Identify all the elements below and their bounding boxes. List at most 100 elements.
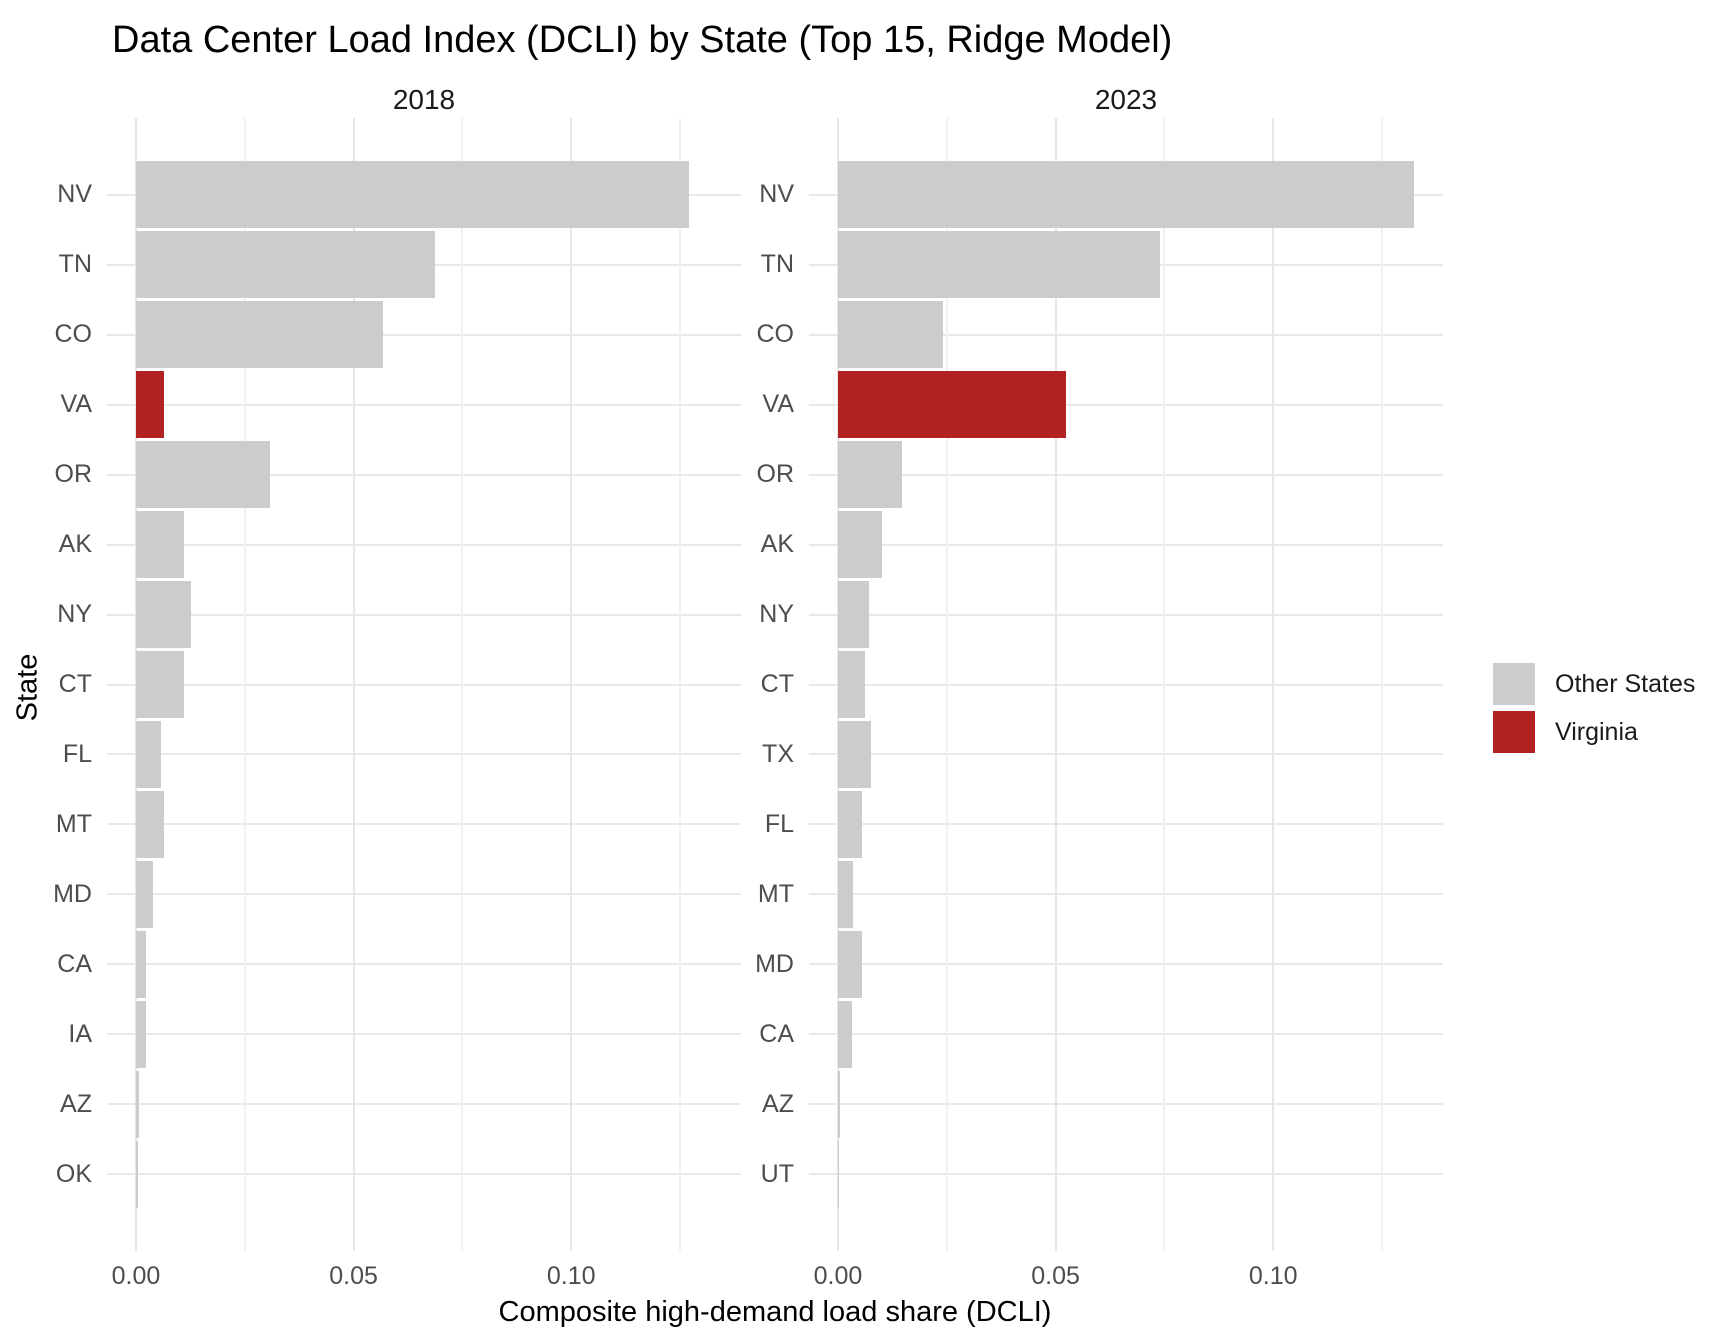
gridline-row-NY bbox=[809, 613, 1443, 616]
bar-2023-UT bbox=[838, 1140, 839, 1208]
bar-2018-CO bbox=[136, 301, 383, 369]
y-label-2023-NY: NY bbox=[759, 600, 794, 629]
gridline-row-AZ bbox=[107, 1103, 741, 1106]
y-label-2018-NY: NY bbox=[57, 600, 92, 629]
gridline-row-IA bbox=[107, 1033, 741, 1036]
y-label-2018-OR: OR bbox=[54, 460, 93, 489]
bar-2018-MT bbox=[136, 790, 164, 858]
bar-2018-AZ bbox=[136, 1070, 139, 1138]
gridline-row-CO bbox=[107, 333, 741, 336]
legend-swatch-other-states bbox=[1493, 663, 1535, 705]
gridline-minor-0.025 bbox=[945, 118, 948, 1251]
bar-2018-CA bbox=[136, 930, 146, 998]
gridline-major-0.1 bbox=[1272, 118, 1275, 1251]
bar-2018-CT bbox=[136, 651, 184, 718]
bar-2023-MD bbox=[838, 930, 862, 998]
y-label-2018-FL: FL bbox=[62, 739, 92, 768]
gridline-major-0.05 bbox=[1054, 118, 1057, 1251]
gridline-row-VA bbox=[809, 403, 1443, 406]
panel-2018 bbox=[107, 118, 741, 1251]
y-label-2018-TN: TN bbox=[58, 250, 92, 279]
bar-2018-NV bbox=[136, 161, 689, 229]
x-tick-2023-0.00: 0.00 bbox=[813, 1262, 863, 1290]
bar-2023-AK bbox=[838, 511, 882, 579]
gridline-minor-0.075 bbox=[1163, 118, 1166, 1251]
gridline-row-OR bbox=[809, 473, 1443, 476]
gridline-major-0.1 bbox=[570, 118, 573, 1251]
y-label-2023-AK: AK bbox=[760, 530, 794, 559]
bar-2023-NV bbox=[838, 161, 1414, 229]
y-label-2023-CO: CO bbox=[756, 320, 795, 349]
gridline-row-FL bbox=[809, 823, 1443, 826]
gridline-row-MD bbox=[107, 893, 741, 896]
gridline-row-TX bbox=[809, 753, 1443, 756]
gridline-row-NY bbox=[107, 613, 741, 616]
y-label-2023-CT: CT bbox=[760, 670, 794, 698]
x-tick-2018-0.00: 0.00 bbox=[111, 1262, 161, 1290]
bar-2023-TN bbox=[838, 231, 1160, 299]
gridline-minor-0.125 bbox=[679, 118, 681, 1251]
gridline-minor-0.125 bbox=[1381, 118, 1383, 1251]
gridline-row-UT bbox=[809, 1173, 1443, 1176]
panel-2023 bbox=[809, 118, 1443, 1251]
y-label-2018-VA: VA bbox=[60, 390, 93, 419]
y-label-2023-AZ: AZ bbox=[762, 1089, 794, 1118]
bar-2018-OK bbox=[136, 1140, 138, 1208]
y-label-2018-CA: CA bbox=[57, 949, 92, 978]
gridline-row-CA bbox=[107, 963, 741, 966]
legend: Other States Virginia bbox=[1493, 663, 1695, 759]
x-tick-2018-0.05: 0.05 bbox=[329, 1262, 378, 1290]
facet-label-2018: 2018 bbox=[392, 84, 456, 115]
gridline-row-AZ bbox=[809, 1103, 1443, 1106]
bar-2023-CT bbox=[838, 651, 865, 718]
legend-item-virginia: Virginia bbox=[1493, 711, 1695, 753]
bar-2018-NY bbox=[136, 581, 191, 649]
bar-2023-CO bbox=[838, 301, 943, 369]
bar-2018-FL bbox=[136, 720, 161, 788]
bar-2018-VA bbox=[136, 371, 164, 439]
y-label-2023-FL: FL bbox=[764, 809, 794, 838]
facet-label-2023: 2023 bbox=[1094, 84, 1158, 115]
gridline-row-MT bbox=[809, 893, 1443, 896]
bar-2018-AK bbox=[136, 511, 184, 579]
x-tick-2018-0.10: 0.10 bbox=[546, 1262, 596, 1290]
bar-2018-TN bbox=[136, 231, 435, 299]
y-label-2018-NV: NV bbox=[57, 180, 92, 209]
y-label-2023-MT: MT bbox=[757, 879, 794, 908]
bar-2023-MT bbox=[838, 860, 853, 928]
bar-2018-IA bbox=[136, 1000, 146, 1068]
y-label-2018-IA: IA bbox=[68, 1019, 92, 1048]
gridline-row-OK bbox=[107, 1173, 741, 1176]
legend-swatch-virginia bbox=[1493, 711, 1535, 753]
gridline-minor-0.025 bbox=[243, 118, 246, 1251]
gridline-row-CT bbox=[809, 683, 1443, 686]
y-label-2018-AZ: AZ bbox=[60, 1089, 92, 1118]
x-tick-2023-0.10: 0.10 bbox=[1248, 1262, 1298, 1290]
y-label-2023-CA: CA bbox=[759, 1019, 794, 1048]
y-label-2023-NV: NV bbox=[759, 180, 794, 209]
y-label-2023-UT: UT bbox=[760, 1159, 794, 1188]
legend-label-other-states: Other States bbox=[1555, 669, 1696, 698]
y-label-2023-TN: TN bbox=[760, 250, 794, 279]
x-axis-title: Composite high-demand load share (DCLI) bbox=[498, 1296, 1052, 1328]
gridline-row-OR bbox=[107, 473, 741, 476]
y-label-2018-MD: MD bbox=[53, 879, 92, 908]
y-label-2018-OK: OK bbox=[55, 1159, 92, 1188]
bar-2023-NY bbox=[838, 581, 869, 649]
gridline-row-AK bbox=[107, 543, 741, 546]
y-label-2018-CO: CO bbox=[54, 320, 93, 349]
gridline-row-CO bbox=[809, 333, 1443, 336]
chart-title: Data Center Load Index (DCLI) by State (… bbox=[112, 19, 1173, 61]
x-tick-2023-0.05: 0.05 bbox=[1031, 1262, 1080, 1290]
bar-2018-MD bbox=[136, 860, 153, 928]
bar-2023-TX bbox=[838, 720, 871, 788]
y-label-2023-OR: OR bbox=[756, 460, 795, 489]
gridline-row-AK bbox=[809, 543, 1443, 546]
y-label-2018-CT: CT bbox=[58, 670, 92, 698]
bar-2023-OR bbox=[838, 441, 902, 509]
legend-label-virginia: Virginia bbox=[1555, 717, 1638, 746]
gridline-row-VA bbox=[107, 403, 741, 406]
gridline-row-CT bbox=[107, 683, 741, 686]
gridline-row-FL bbox=[107, 753, 741, 756]
